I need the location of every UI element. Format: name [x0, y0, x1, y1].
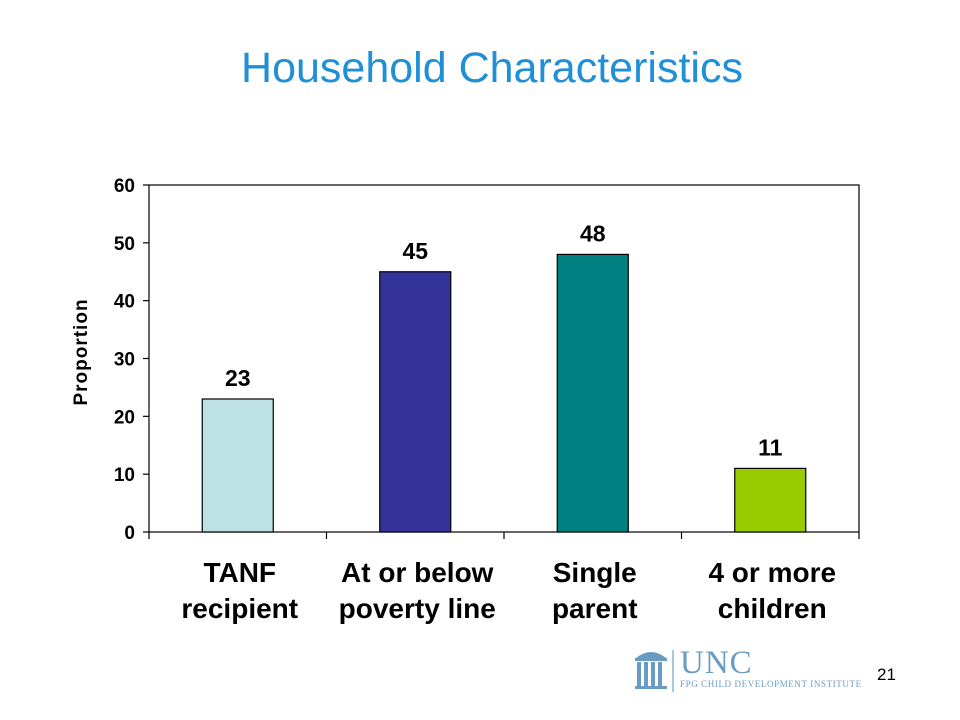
- bar: [379, 271, 452, 533]
- unc-fpg-logo: UNC FPG CHILD DEVELOPMENT INSTITUTE: [634, 645, 874, 693]
- data-label: 11: [758, 434, 783, 460]
- page-number: 21: [877, 665, 896, 684]
- bar-chart: 0 10 20 30 40 50 60 23 45 48 11 TANF recipient At o…: [71, 176, 860, 624]
- y-tick-label: 20: [114, 407, 135, 428]
- data-label: 23: [225, 365, 251, 391]
- y-tick-label: 0: [124, 523, 135, 544]
- category-label: recipient: [181, 593, 298, 624]
- logo-name: UNC: [680, 645, 753, 681]
- category-label: Single: [553, 557, 637, 588]
- y-tick-label: 60: [114, 176, 135, 197]
- y-tick-label: 30: [114, 350, 135, 371]
- category-label: parent: [552, 593, 638, 624]
- bar: [734, 467, 807, 533]
- data-label: 45: [402, 238, 428, 264]
- logo-subtitle: FPG CHILD DEVELOPMENT INSTITUTE: [680, 679, 862, 689]
- old-well-icon: [635, 652, 667, 689]
- slide-title: Household Characteristics: [241, 44, 743, 92]
- category-label: 4 or more: [708, 557, 836, 588]
- data-label: 48: [580, 220, 606, 246]
- bar: [201, 398, 274, 533]
- logo-divider: [672, 650, 674, 692]
- category-label: poverty line: [339, 593, 496, 624]
- y-axis-label: Proportion: [71, 298, 92, 405]
- y-tick-label: 40: [114, 292, 135, 313]
- category-label: At or below: [341, 557, 494, 588]
- category-label: children: [718, 593, 827, 624]
- bar: [556, 253, 629, 533]
- category-label: TANF: [203, 557, 276, 588]
- y-tick-label: 50: [114, 234, 135, 255]
- y-tick-label: 10: [114, 465, 135, 486]
